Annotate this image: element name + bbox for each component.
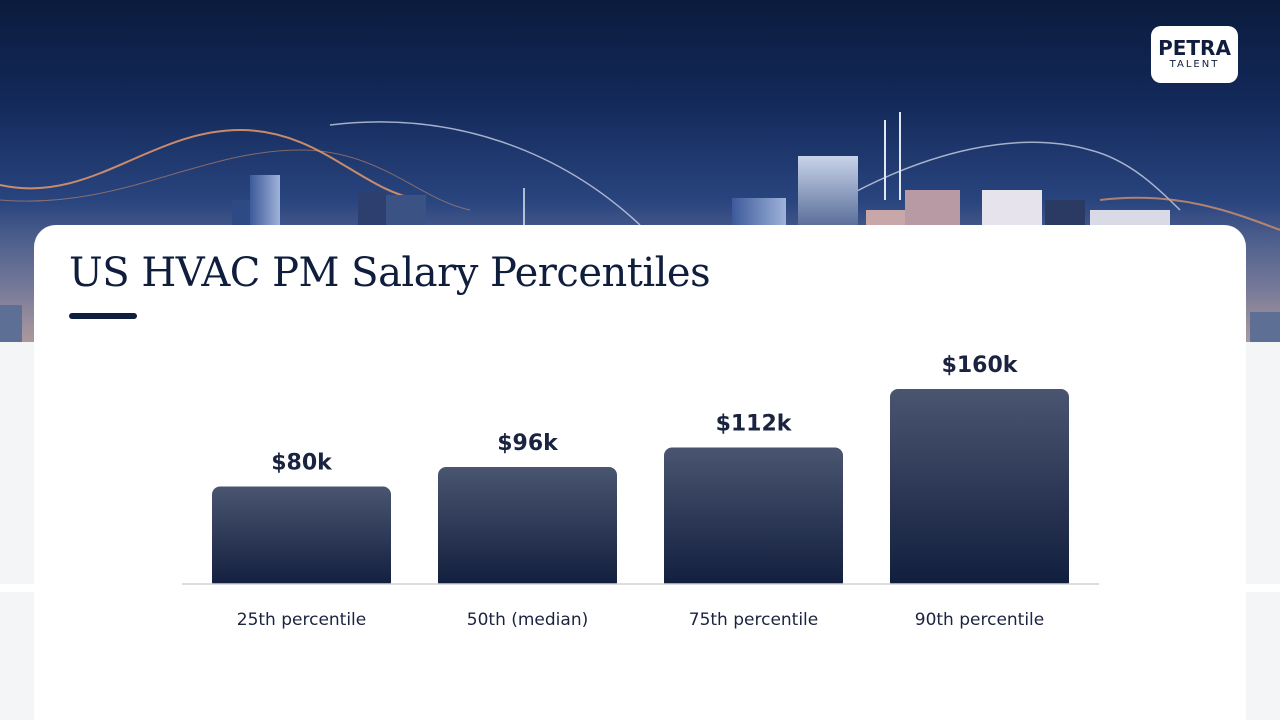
- logo-wordmark: PETRA: [1158, 36, 1231, 60]
- category-label: 50th (median): [467, 610, 588, 630]
- title-underline: [69, 313, 137, 319]
- bar-3: [664, 447, 843, 590]
- category-label: 90th percentile: [915, 610, 1045, 630]
- bar-value-label: $112k: [716, 412, 793, 437]
- brand-logo: PETRA TALENT: [1151, 26, 1238, 83]
- bar-value-label: $160k: [942, 353, 1019, 378]
- logo-subtitle: TALENT: [1169, 59, 1220, 70]
- bar-2: [438, 467, 617, 590]
- bar-value-label: $96k: [497, 431, 559, 456]
- category-label: 75th percentile: [689, 610, 819, 630]
- slide-title: US HVAC PM Salary Percentiles: [69, 250, 711, 296]
- bar-1: [212, 486, 391, 590]
- category-label: 25th percentile: [237, 610, 367, 630]
- bar-value-label: $80k: [271, 451, 333, 476]
- baseline-mask: [0, 584, 1280, 592]
- bar-4: [890, 389, 1069, 590]
